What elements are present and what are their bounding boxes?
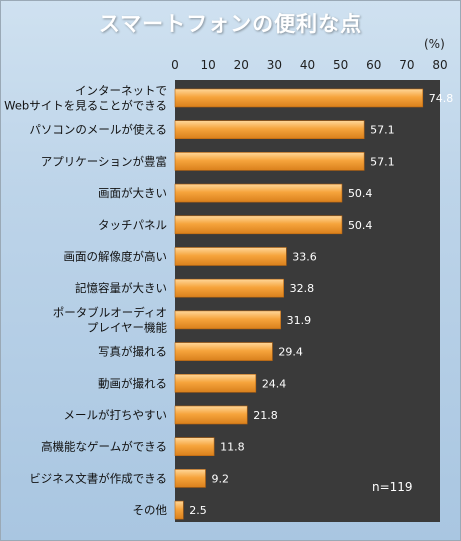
x-tick-label: 80 — [432, 58, 447, 72]
category-label: 画面の解像度が高い — [64, 250, 168, 264]
bar — [174, 342, 273, 361]
value-label: 57.1 — [370, 124, 395, 137]
value-label: 11.8 — [220, 441, 245, 454]
bar — [174, 437, 215, 457]
value-label: 9.2 — [211, 472, 229, 485]
bars — [174, 88, 424, 520]
category-label: Webサイトを見ることができる — [4, 99, 167, 113]
category-labels: インターネットでWebサイトを見ることができるパソコンのメールが使えるアプリケー… — [4, 84, 167, 518]
bar — [174, 373, 257, 393]
bar — [174, 247, 287, 266]
bar — [174, 500, 184, 520]
category-label: プレイヤー機能 — [87, 320, 168, 334]
bar — [174, 120, 365, 139]
value-label: 74.8 — [429, 92, 454, 105]
x-axis-ticks: 0 10 20 30 40 50 60 70 80 — [171, 58, 447, 72]
category-label: パソコンのメールが使える — [29, 123, 167, 137]
category-label: アプリケーションが豊富 — [41, 154, 167, 168]
category-label: 動画が撮れる — [98, 376, 167, 390]
bar — [174, 469, 206, 488]
unit-label: (%) — [424, 37, 445, 51]
bar — [174, 278, 284, 298]
value-label: 50.4 — [348, 187, 373, 200]
bar — [174, 152, 365, 171]
category-label: 写真が撮れる — [98, 345, 167, 359]
category-label: 画面が大きい — [98, 186, 167, 200]
value-labels: 74.8 57.1 57.1 50.4 50.4 33.6 32.8 31.9 29.4 24.4… — [189, 92, 453, 517]
category-label: メールが打ちやすい — [64, 408, 168, 422]
bar — [174, 88, 424, 108]
x-tick-label: 10 — [200, 58, 215, 72]
bar — [174, 310, 281, 330]
value-label: 2.5 — [189, 504, 207, 517]
category-label: タッチパネル — [98, 218, 167, 232]
x-tick-label: 50 — [333, 58, 348, 72]
x-tick-label: 0 — [171, 58, 179, 72]
category-label: インターネットで — [75, 84, 167, 98]
x-tick-label: 20 — [234, 58, 249, 72]
x-tick-label: 40 — [300, 58, 315, 72]
value-label: 50.4 — [348, 219, 373, 232]
category-label: 高機能なゲームができる — [41, 440, 167, 454]
category-label: ビジネス文書が作成できる — [29, 471, 167, 485]
value-label: 24.4 — [262, 377, 287, 390]
category-label: その他 — [133, 503, 168, 517]
x-tick-label: 30 — [267, 58, 282, 72]
sample-size-note: n=119 — [372, 480, 413, 494]
bar — [174, 215, 343, 235]
x-tick-label: 60 — [366, 58, 381, 72]
value-label: 31.9 — [287, 314, 312, 327]
value-label: 32.8 — [290, 282, 315, 295]
chart-title: スマートフォンの便利な点 — [98, 12, 363, 36]
plot-area — [175, 80, 440, 522]
value-label: 33.6 — [292, 251, 317, 264]
value-label: 21.8 — [253, 409, 278, 422]
category-label: ポータブルオーディオ — [53, 305, 167, 319]
category-label: 記憶容量が大きい — [75, 281, 167, 295]
bar — [174, 183, 343, 203]
x-tick-label: 70 — [399, 58, 414, 72]
value-label: 29.4 — [278, 346, 303, 359]
bar — [174, 405, 248, 425]
value-label: 57.1 — [370, 155, 395, 168]
